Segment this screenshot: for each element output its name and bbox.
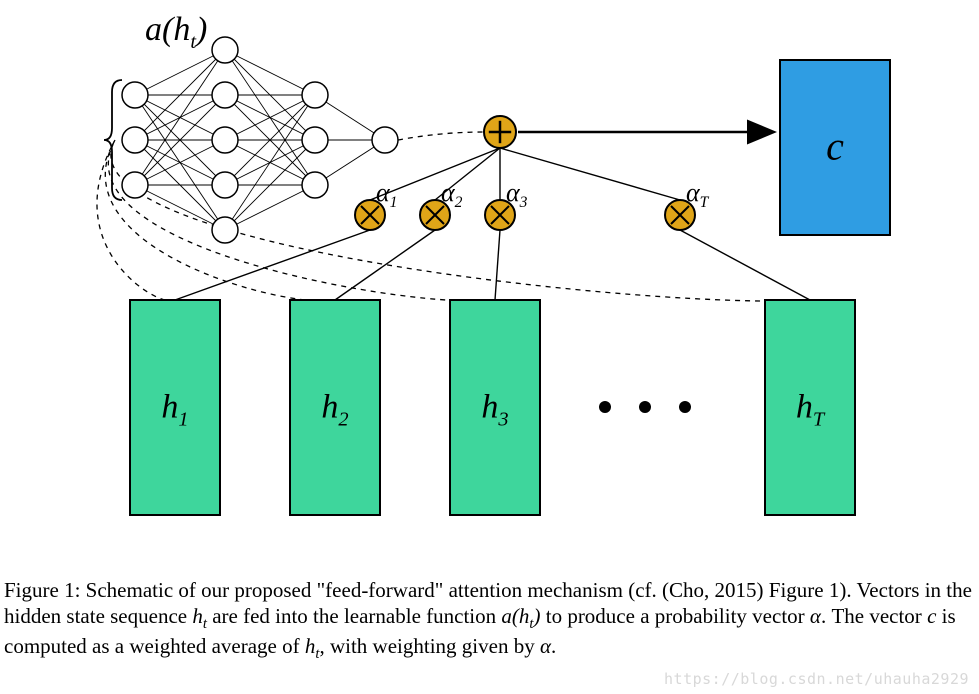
svg-text:a(ht): a(ht)	[145, 11, 207, 53]
math-c: c	[927, 604, 936, 628]
attention-diagram: a(ht)h1h2h3hTα1α2α3αTc	[0, 0, 979, 560]
caption-t5: , with weighting given by	[319, 634, 539, 658]
figure-container: a(ht)h1h2h3hTα1α2α3αTc Figure 1: Schemat…	[0, 0, 979, 694]
watermark: https://blog.csdn.net/uhauha2929	[664, 670, 969, 688]
svg-text:α1: α1	[376, 178, 397, 211]
math-aht: a(ht)	[501, 604, 540, 628]
caption-t6: .	[551, 634, 556, 658]
caption-t2: to produce a probability vector	[540, 604, 809, 628]
svg-text:αT: αT	[686, 178, 710, 211]
caption-t3: . The vector	[821, 604, 927, 628]
math-ht-1: ht	[192, 604, 207, 628]
caption-t1: are fed into the learnable function	[207, 604, 501, 628]
svg-text:α2: α2	[441, 178, 463, 211]
svg-text:α3: α3	[506, 178, 528, 211]
math-ht-2: ht	[305, 634, 320, 658]
math-alpha-1: α	[810, 604, 821, 628]
figure-caption: Figure 1: Schematic of our proposed "fee…	[4, 577, 975, 664]
math-alpha-2: α	[540, 634, 551, 658]
caption-label: Figure 1:	[4, 578, 80, 602]
svg-text:c: c	[826, 124, 844, 169]
